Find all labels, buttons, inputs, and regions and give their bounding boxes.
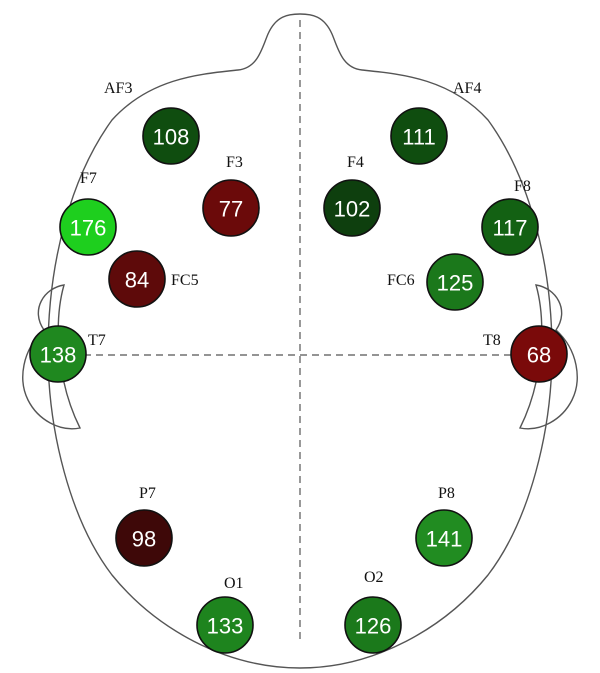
electrode-f7 — [59, 198, 117, 256]
right-ear — [518, 284, 578, 430]
head-outline — [47, 13, 553, 669]
electrode-value-af4: 111 — [402, 125, 435, 150]
electrode-f3 — [202, 179, 260, 237]
left-ear — [22, 284, 82, 430]
electrode-value-t7: 138 — [40, 343, 77, 368]
electrode-label-fc5: FC5 — [171, 272, 199, 289]
electrode-value-f8: 117 — [492, 216, 527, 241]
electrode-value-f7: 176 — [70, 216, 107, 241]
electrode-label-f8: F8 — [514, 178, 531, 195]
electrode-o1 — [196, 596, 254, 654]
electrode-label-t8: T8 — [483, 332, 501, 349]
electrode-value-fc6: 125 — [437, 271, 474, 296]
electrode-value-f3: 77 — [219, 197, 243, 222]
electrode-label-fc6: FC6 — [387, 272, 415, 289]
electrode-value-f4: 102 — [334, 197, 371, 222]
electrode-label-t7: T7 — [88, 332, 106, 349]
electrode-t8 — [510, 325, 568, 383]
electrode-af4 — [390, 107, 448, 165]
electrode-p7 — [115, 509, 173, 567]
electrode-value-o2: 126 — [355, 614, 392, 639]
electrode-value-af3: 108 — [153, 125, 190, 150]
electrode-label-p8: P8 — [438, 485, 455, 502]
electrode-label-f3: F3 — [226, 154, 243, 171]
electrode-value-o1: 133 — [207, 614, 244, 639]
electrode-fc5 — [108, 250, 166, 308]
electrode-label-af3: AF3 — [104, 80, 132, 97]
electrode-value-p8: 141 — [426, 527, 463, 552]
electrode-group: AF3 108 AF4 111 F3 77 F4 102 F7 176 F8 117 FC5 84 FC6 1… — [29, 80, 568, 654]
electrode-label-f7: F7 — [80, 170, 97, 187]
electrode-t7 — [29, 325, 87, 383]
electrode-value-t8: 68 — [527, 343, 551, 368]
electrode-af3 — [142, 107, 200, 165]
electrode-value-fc5: 84 — [125, 268, 149, 293]
electrode-label-af4: AF4 — [453, 80, 481, 97]
electrode-o2 — [344, 596, 402, 654]
electrode-fc6 — [426, 253, 484, 311]
electrode-label-o1: O1 — [224, 575, 244, 592]
electrode-f8 — [481, 198, 539, 256]
electrode-label-p7: P7 — [139, 485, 156, 502]
electrode-value-p7: 98 — [132, 527, 156, 552]
electrode-f4 — [323, 179, 381, 237]
electrode-label-f4: F4 — [347, 154, 364, 171]
electrode-label-o2: O2 — [364, 569, 384, 586]
electrode-p8 — [415, 509, 473, 567]
